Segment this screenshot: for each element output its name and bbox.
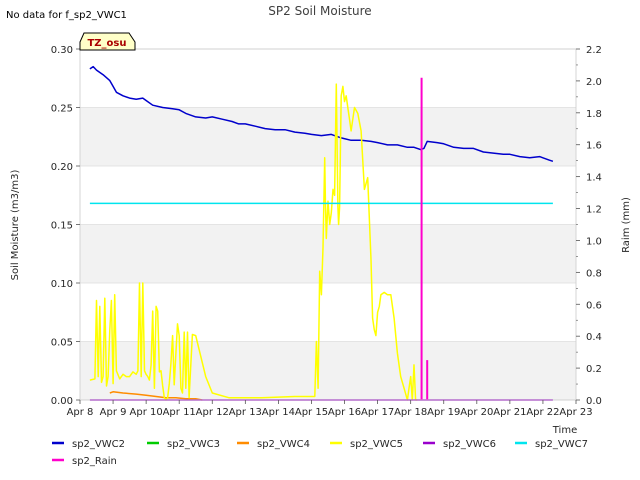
x-tick-label: Apr 21 [493,407,526,418]
x-tick-label: Apr 19 [427,407,460,418]
y2-tick-label: 0.4 [586,332,602,343]
y2-tick-label: 1.8 [586,109,602,120]
y-tick-label: 0.05 [51,338,73,349]
x-tick-label: Apr 15 [295,407,328,418]
y2-tick-label: 0.8 [586,268,602,279]
site-badge-label: TZ_osu [87,38,126,49]
legend: sp2_VWC2 sp2_VWC3 sp2_VWC4 sp2_VWC5 sp2_VWC6… [52,439,588,467]
y2-tick-label: 0.0 [586,396,602,407]
chart-title: SP2 Soil Moisture [268,4,371,18]
x-tick-label: Apr 12 [196,407,229,418]
sp2_VWC4-line [109,391,203,401]
legend-label: sp2_VWC4 [257,439,310,450]
x-tick-label: Apr 22 [526,407,559,418]
x-tick-label: Apr 23 [559,407,592,418]
legend-label: sp2_Rain [72,456,117,467]
site-badge: TZ_osu [79,32,136,51]
sp2_VWC5-line [89,83,418,401]
x-tick-label: Apr 10 [130,407,163,418]
tick-labels: Apr 8 Apr 9 Apr 10 Apr 11 Apr 12 Apr 13 Apr 14… [51,45,602,418]
legend-label: sp2_VWC5 [350,439,403,450]
y-axis-label: Soil Moisture (m3/m3) [10,170,21,281]
x-tick-label: Apr 20 [460,407,493,418]
y2-tick-label: 2.0 [586,77,602,88]
y2-tick-label: 1.2 [586,205,602,216]
sp2_VWC2-line [89,65,554,163]
x-tick-label: Apr 11 [163,407,196,418]
x-tick-label: Apr 8 [67,407,94,418]
plot-band [80,224,576,283]
x-axis-label: Time [552,425,577,436]
y-tick-label: 0.30 [51,45,73,56]
x-tick-label: Apr 14 [262,407,295,418]
legend-label: sp2_VWC3 [167,439,220,450]
x-tick-label: Apr 18 [394,407,427,418]
no-data-note: No data for f_sp2_VWC1 [6,10,127,21]
x-tick-label: Apr 13 [229,407,262,418]
y2-tick-label: 0.6 [586,300,602,311]
y2-tick-label: 2.2 [586,45,602,56]
y2-tick-label: 0.2 [586,364,602,375]
y-tick-label: 0.10 [51,279,73,290]
axes [76,48,580,404]
x-tick-label: Apr 9 [100,407,127,418]
y2-tick-label: 1.0 [586,236,602,247]
y-tick-label: 0.00 [51,396,73,407]
y-tick-label: 0.20 [51,162,73,173]
y-tick-label: 0.15 [51,221,73,232]
legend-label: sp2_VWC7 [535,439,588,450]
x-tick-label: Apr 16 [328,407,361,418]
y2-tick-label: 1.4 [586,173,602,184]
x-tick-label: Apr 17 [361,407,394,418]
plot-band [80,107,576,166]
y2-axis-label: Raim (mm) [621,197,632,253]
legend-label: sp2_VWC6 [443,439,496,450]
y-tick-label: 0.25 [51,104,73,115]
legend-label: sp2_VWC2 [72,439,125,450]
y2-tick-label: 1.6 [586,141,602,152]
